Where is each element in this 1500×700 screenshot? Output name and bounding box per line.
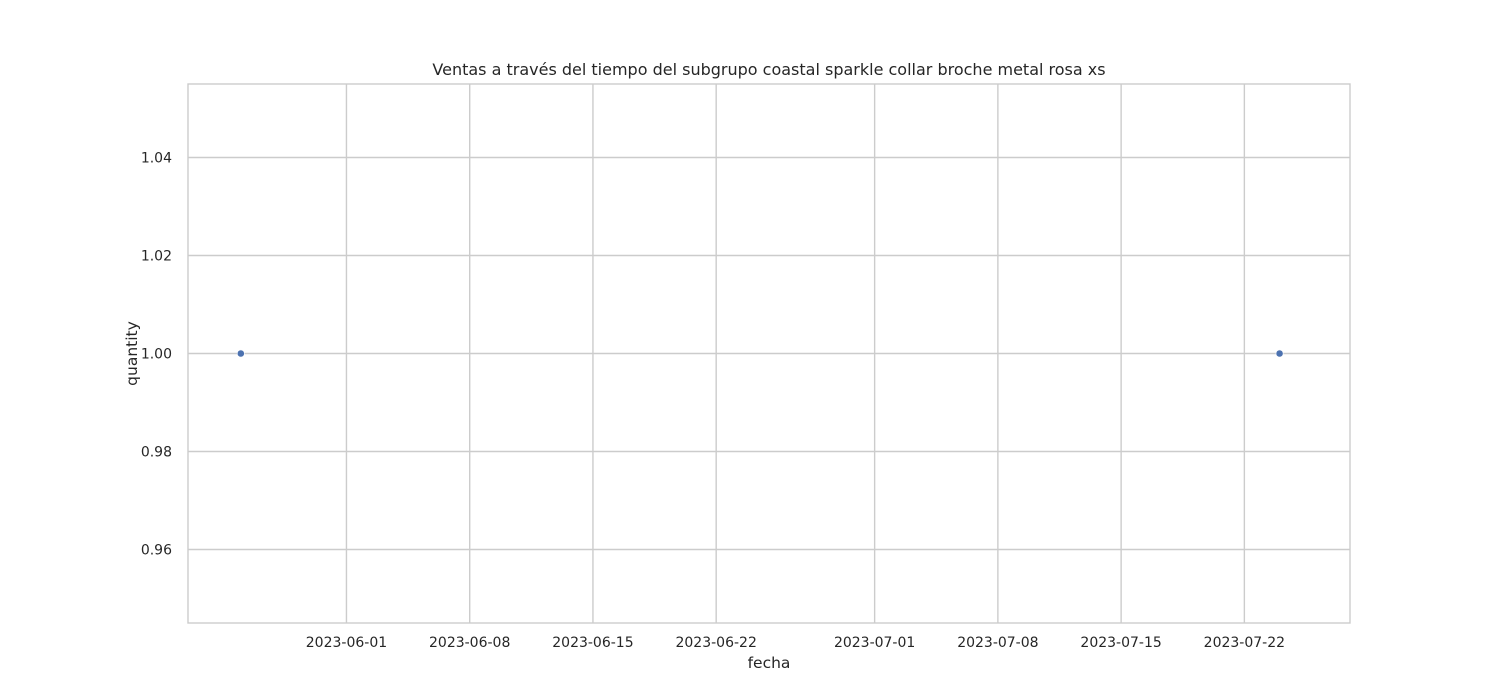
- x-axis-label: fecha: [748, 654, 791, 672]
- data-point: [1275, 349, 1284, 358]
- y-tick-label: 1.04: [141, 151, 172, 167]
- tick-labels: 2023-06-01 2023-06-08 2023-06-15 2023-06-22…: [141, 151, 1285, 652]
- x-tick-label: 2023-06-01: [306, 635, 387, 651]
- y-tick-label: 0.96: [141, 543, 172, 559]
- x-tick-label: 2023-07-15: [1080, 635, 1161, 651]
- y-tick-label: 1.02: [141, 249, 172, 265]
- data-points: [236, 349, 1284, 358]
- x-tick-label: 2023-07-01: [834, 635, 915, 651]
- x-tick-label: 2023-06-08: [429, 635, 510, 651]
- x-tick-label: 2023-06-15: [552, 635, 633, 651]
- grid: [188, 84, 1350, 623]
- chart-title: Ventas a través del tiempo del subgrupo …: [432, 60, 1105, 79]
- plot-frame: [187, 83, 1351, 624]
- y-tick-label: 0.98: [141, 445, 172, 461]
- y-tick-label: 1.00: [141, 347, 172, 363]
- x-tick-label: 2023-06-22: [675, 635, 756, 651]
- x-tick-label: 2023-07-22: [1204, 635, 1285, 651]
- x-tick-label: 2023-07-08: [957, 635, 1038, 651]
- y-axis-label: quantity: [123, 321, 141, 386]
- data-point: [236, 349, 245, 358]
